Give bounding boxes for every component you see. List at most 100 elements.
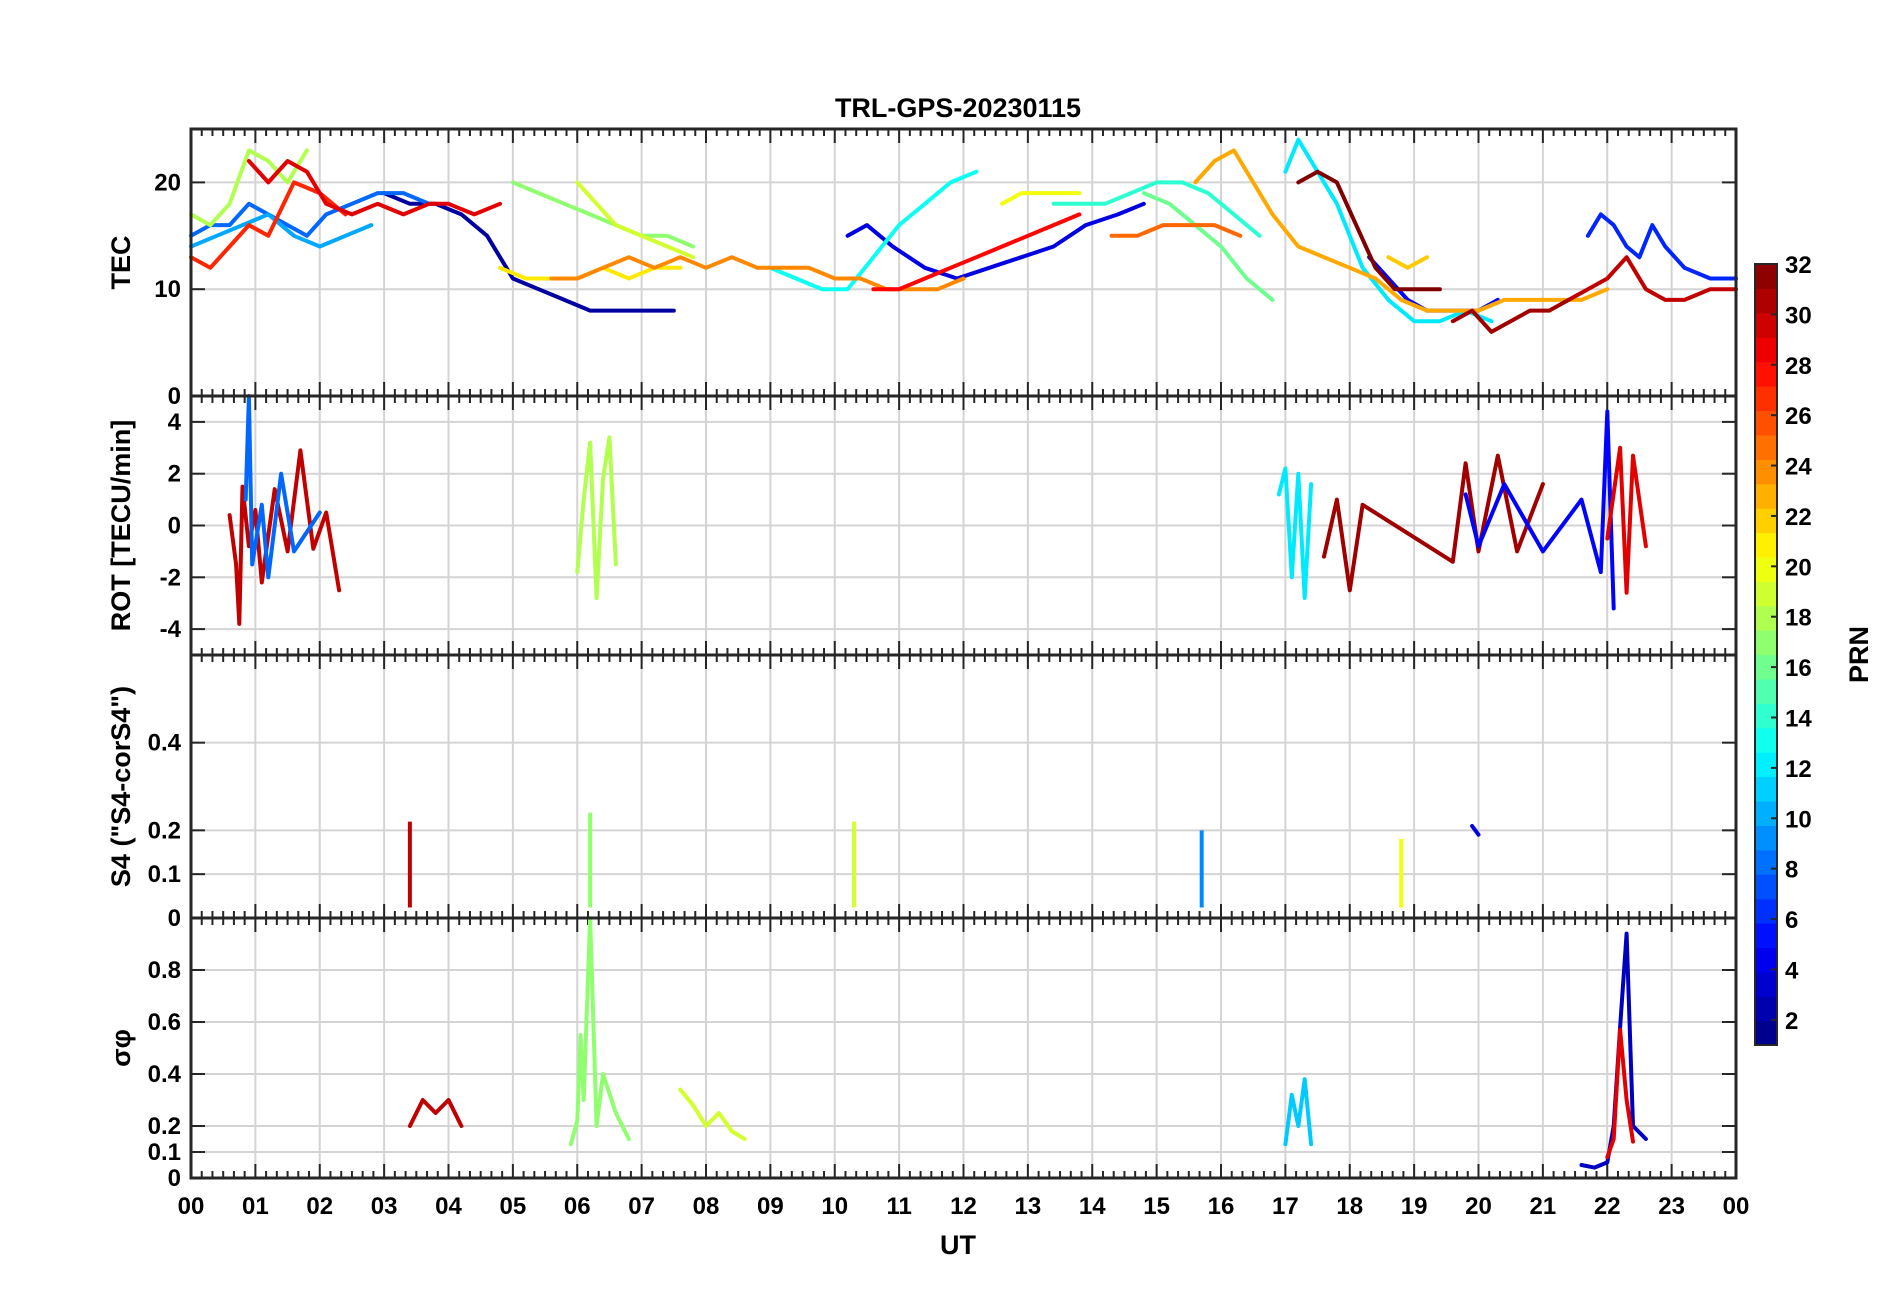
colorbar-segment bbox=[1755, 459, 1777, 485]
x-tick-label: 14 bbox=[1079, 1193, 1106, 1220]
y-axis-title: TEC bbox=[106, 236, 136, 290]
y-tick-label: 10 bbox=[154, 276, 181, 303]
colorbar-frame bbox=[1754, 263, 1778, 1046]
colorbar-segment bbox=[1755, 849, 1777, 875]
x-tick-label: 22 bbox=[1594, 1193, 1621, 1220]
colorbar-segment bbox=[1755, 630, 1777, 656]
x-tick-label: 12 bbox=[950, 1193, 977, 1220]
colorbar-segment bbox=[1755, 825, 1777, 851]
colorbar-segment bbox=[1755, 581, 1777, 607]
colorbar-segment bbox=[1755, 654, 1777, 680]
x-tick-label: 06 bbox=[564, 1193, 591, 1220]
y-axis-title: σφ bbox=[106, 1029, 136, 1067]
colorbar-segment bbox=[1755, 361, 1777, 387]
series-prn-25 bbox=[1109, 223, 1243, 238]
x-tick-label: 13 bbox=[1015, 1193, 1042, 1220]
series-prn-30 bbox=[1566, 255, 1738, 302]
colorbar-segment bbox=[1755, 776, 1777, 802]
colorbar-segment bbox=[1755, 605, 1777, 631]
series-prn-29 bbox=[1605, 445, 1648, 595]
colorbar-tick-label: 22 bbox=[1785, 504, 1812, 531]
x-tick-label: 11 bbox=[886, 1193, 911, 1220]
series-prn-19 bbox=[678, 1087, 747, 1141]
panel-3: 0 0.1 0.2 0.4 S4 ("S4-corS4") bbox=[106, 653, 1738, 932]
y-tick-label: 0 bbox=[168, 905, 181, 932]
series-prn-16 bbox=[1141, 191, 1275, 302]
x-tick-label: 23 bbox=[1658, 1193, 1685, 1220]
series-prn-13 bbox=[768, 169, 979, 292]
colorbar-segment bbox=[1755, 898, 1777, 924]
colorbar-tick-label: 26 bbox=[1785, 403, 1812, 430]
colorbar-tick-label: 8 bbox=[1785, 857, 1798, 884]
series-prn-18 bbox=[189, 148, 309, 228]
series-prn-22 bbox=[1386, 255, 1429, 270]
x-axis-title: UT bbox=[940, 1230, 976, 1260]
colorbar-tick-label: 12 bbox=[1785, 756, 1812, 783]
series-prn-29 bbox=[1605, 1027, 1635, 1160]
y-tick-label: -2 bbox=[160, 564, 181, 591]
panel-1: 0 10 20 TEC bbox=[106, 127, 1738, 410]
x-tick-label: 18 bbox=[1336, 1193, 1363, 1220]
x-tick-label: 00 bbox=[178, 1193, 205, 1220]
y-tick-label: 0.6 bbox=[148, 1009, 181, 1036]
colorbar-segment bbox=[1755, 410, 1777, 436]
x-tick-label: 19 bbox=[1401, 1193, 1428, 1220]
colorbar-segment bbox=[1755, 752, 1777, 778]
colorbar-tick-label: 30 bbox=[1785, 302, 1812, 329]
series-prn-29 bbox=[246, 159, 502, 217]
colorbar-segment bbox=[1755, 386, 1777, 412]
x-tick-label: 16 bbox=[1208, 1193, 1235, 1220]
series-prn-4 bbox=[845, 201, 1146, 281]
colorbar-tick-label: 32 bbox=[1785, 252, 1812, 279]
x-tick-label: 08 bbox=[693, 1193, 720, 1220]
panel-frame bbox=[189, 916, 1738, 1180]
colorbar-segment bbox=[1755, 971, 1777, 997]
series-prn-30 bbox=[227, 448, 342, 626]
x-tick-label: 09 bbox=[757, 1193, 784, 1220]
colorbar-segment bbox=[1755, 312, 1777, 338]
y-tick-label: 0.4 bbox=[148, 730, 182, 757]
colorbar-tick-label: 2 bbox=[1785, 1008, 1798, 1035]
colorbar-label: PRN bbox=[1844, 626, 1874, 683]
panel-2: -4 -2 0 2 4 ROT [TECU/min] bbox=[106, 394, 1738, 657]
chart-title: TRL-GPS-20230115 bbox=[835, 93, 1081, 123]
colorbar-segment bbox=[1755, 508, 1777, 534]
x-tick-label: 03 bbox=[371, 1193, 398, 1220]
y-tick-label: 0 bbox=[168, 1165, 181, 1192]
colorbar-segment bbox=[1755, 532, 1777, 558]
x-tick-label: 17 bbox=[1272, 1193, 1299, 1220]
y-tick-label: 0.1 bbox=[148, 1139, 181, 1166]
y-tick-label: 0.1 bbox=[148, 861, 181, 888]
colorbar-segment bbox=[1755, 947, 1777, 973]
colorbar-tick-label: 20 bbox=[1785, 554, 1812, 581]
series-prn-27 bbox=[189, 180, 348, 270]
x-tick-label: 05 bbox=[500, 1193, 527, 1220]
y-axis-title: ROT [TECU/min] bbox=[106, 420, 136, 631]
colorbar-tick-label: 10 bbox=[1785, 806, 1812, 833]
series-prn-10 bbox=[189, 212, 374, 249]
series-prn-19 bbox=[575, 180, 696, 260]
colorbar-segment bbox=[1755, 337, 1777, 363]
colorbar-tick-label: 24 bbox=[1785, 454, 1812, 481]
x-tick-label: 00 bbox=[1723, 1193, 1750, 1220]
series-prn-14 bbox=[1051, 180, 1262, 238]
y-tick-label: 0 bbox=[168, 513, 181, 540]
colorbar-segment bbox=[1755, 288, 1777, 314]
y-tick-label: 0 bbox=[168, 383, 181, 410]
y-tick-label: 0.2 bbox=[148, 817, 181, 844]
x-tick-label: 07 bbox=[628, 1193, 655, 1220]
colorbar-tick-label: 28 bbox=[1785, 353, 1812, 380]
colorbar-segment bbox=[1755, 922, 1777, 948]
colorbar-segment bbox=[1755, 483, 1777, 509]
series-prn-8 bbox=[243, 394, 322, 580]
y-tick-label: 20 bbox=[154, 169, 181, 196]
series-prn-12 bbox=[1283, 137, 1494, 324]
x-tick-label: 20 bbox=[1465, 1193, 1492, 1220]
colorbar-segment bbox=[1755, 1020, 1777, 1046]
series-prn-31 bbox=[1450, 297, 1571, 334]
y-tick-label: 2 bbox=[168, 461, 181, 488]
y-tick-label: 4 bbox=[168, 409, 182, 436]
y-axis-title: S4 ("S4-corS4") bbox=[106, 686, 136, 887]
series-prn-8 bbox=[189, 191, 432, 238]
